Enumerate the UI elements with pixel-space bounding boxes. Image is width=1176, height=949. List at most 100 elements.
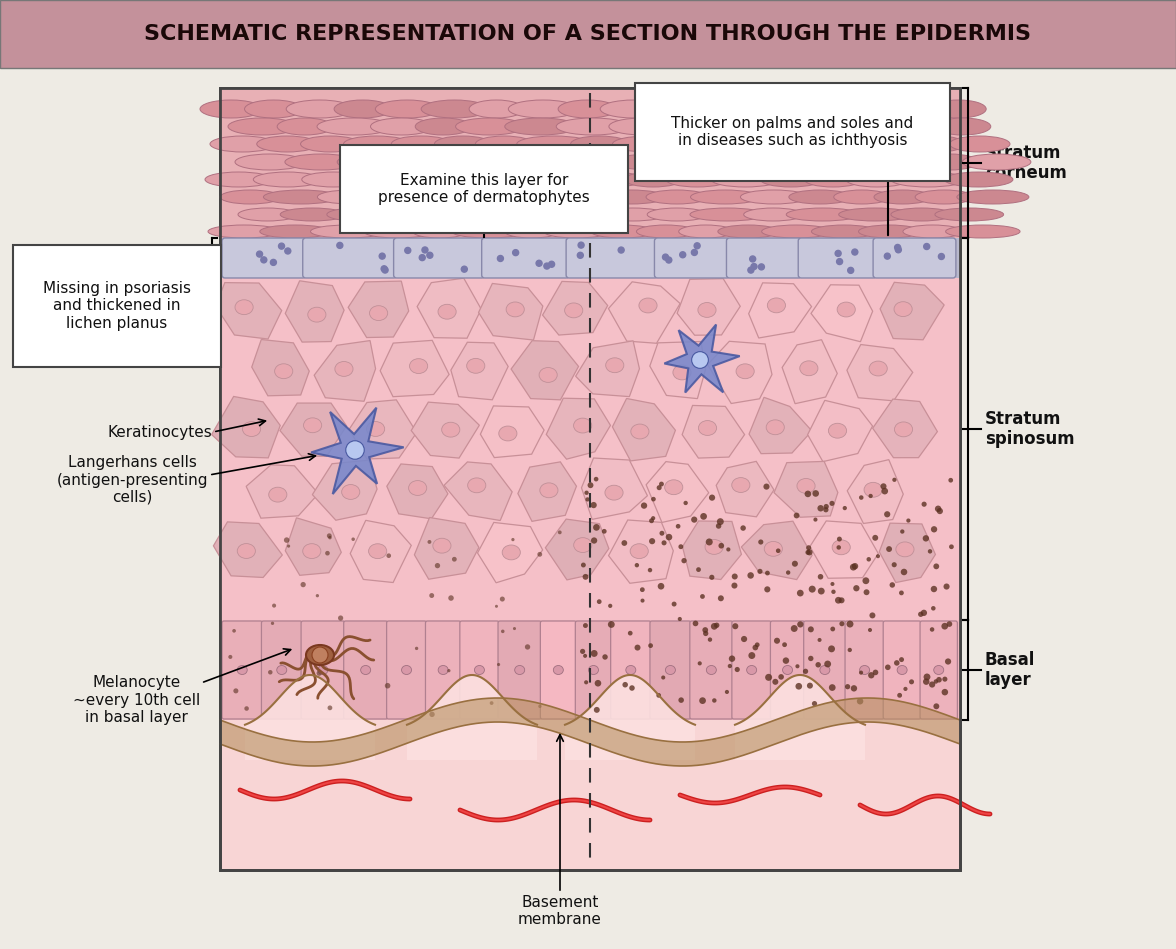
Ellipse shape — [711, 172, 780, 187]
Ellipse shape — [245, 100, 302, 118]
Circle shape — [814, 517, 817, 522]
Ellipse shape — [897, 665, 907, 675]
Circle shape — [934, 703, 940, 709]
Ellipse shape — [600, 208, 666, 221]
Circle shape — [586, 497, 589, 502]
Circle shape — [851, 563, 858, 569]
Ellipse shape — [741, 190, 808, 204]
Circle shape — [774, 638, 780, 643]
Ellipse shape — [413, 225, 467, 238]
Ellipse shape — [455, 118, 524, 135]
Ellipse shape — [789, 118, 860, 135]
Circle shape — [352, 537, 355, 541]
FancyBboxPatch shape — [690, 621, 733, 719]
Ellipse shape — [673, 365, 691, 380]
Circle shape — [942, 677, 948, 681]
Circle shape — [428, 540, 432, 544]
Ellipse shape — [437, 305, 456, 319]
Ellipse shape — [817, 136, 874, 152]
Ellipse shape — [739, 100, 801, 118]
Text: Granular layer: Granular layer — [61, 249, 195, 267]
Circle shape — [854, 586, 860, 591]
Circle shape — [741, 526, 746, 530]
Ellipse shape — [613, 136, 683, 152]
Ellipse shape — [276, 665, 287, 675]
Circle shape — [837, 536, 842, 542]
Circle shape — [949, 545, 954, 549]
Ellipse shape — [574, 419, 592, 433]
Ellipse shape — [748, 154, 813, 170]
Ellipse shape — [874, 190, 931, 204]
Circle shape — [679, 698, 684, 703]
Ellipse shape — [717, 225, 779, 238]
Circle shape — [320, 644, 323, 648]
Ellipse shape — [869, 361, 887, 376]
Ellipse shape — [624, 172, 682, 187]
Circle shape — [594, 476, 599, 481]
Ellipse shape — [572, 154, 634, 170]
Circle shape — [889, 583, 895, 587]
Circle shape — [635, 563, 639, 568]
Ellipse shape — [697, 303, 716, 317]
Circle shape — [593, 524, 600, 530]
Circle shape — [727, 548, 730, 551]
Polygon shape — [286, 281, 345, 342]
Ellipse shape — [516, 136, 592, 152]
Circle shape — [602, 654, 608, 660]
Ellipse shape — [797, 478, 815, 493]
Circle shape — [804, 491, 811, 497]
Ellipse shape — [896, 542, 914, 557]
Circle shape — [817, 574, 823, 580]
Circle shape — [751, 264, 757, 270]
Circle shape — [923, 679, 929, 685]
Circle shape — [661, 676, 666, 679]
Circle shape — [315, 594, 319, 597]
Ellipse shape — [361, 665, 370, 675]
Circle shape — [648, 643, 653, 648]
Circle shape — [435, 563, 440, 568]
Circle shape — [934, 679, 938, 683]
Circle shape — [929, 681, 935, 688]
Circle shape — [717, 595, 724, 602]
Polygon shape — [749, 283, 811, 338]
Polygon shape — [810, 521, 878, 578]
Ellipse shape — [540, 483, 557, 497]
Ellipse shape — [256, 136, 318, 152]
Circle shape — [385, 683, 390, 688]
Polygon shape — [479, 284, 543, 340]
Circle shape — [285, 248, 290, 254]
Circle shape — [700, 698, 706, 704]
Ellipse shape — [800, 361, 818, 376]
Circle shape — [679, 545, 683, 549]
Ellipse shape — [833, 540, 850, 555]
Circle shape — [947, 622, 953, 627]
Ellipse shape — [834, 190, 890, 204]
Polygon shape — [348, 281, 409, 338]
Circle shape — [868, 672, 875, 679]
FancyBboxPatch shape — [220, 88, 960, 238]
Circle shape — [580, 649, 586, 654]
FancyBboxPatch shape — [220, 238, 960, 278]
Ellipse shape — [410, 190, 470, 204]
Ellipse shape — [714, 136, 783, 152]
Circle shape — [835, 597, 842, 604]
Circle shape — [427, 252, 433, 258]
Circle shape — [595, 679, 601, 686]
Circle shape — [338, 616, 343, 621]
Circle shape — [724, 690, 729, 694]
Circle shape — [592, 537, 597, 544]
Circle shape — [328, 536, 332, 539]
Ellipse shape — [837, 302, 855, 317]
Circle shape — [918, 611, 923, 617]
Circle shape — [835, 251, 841, 256]
Ellipse shape — [626, 665, 636, 675]
Circle shape — [680, 251, 686, 258]
Circle shape — [691, 516, 697, 523]
Circle shape — [513, 627, 516, 630]
Ellipse shape — [877, 100, 953, 118]
Circle shape — [635, 644, 641, 651]
Circle shape — [272, 604, 276, 607]
Circle shape — [782, 642, 787, 647]
Circle shape — [930, 586, 937, 592]
Circle shape — [886, 664, 890, 670]
